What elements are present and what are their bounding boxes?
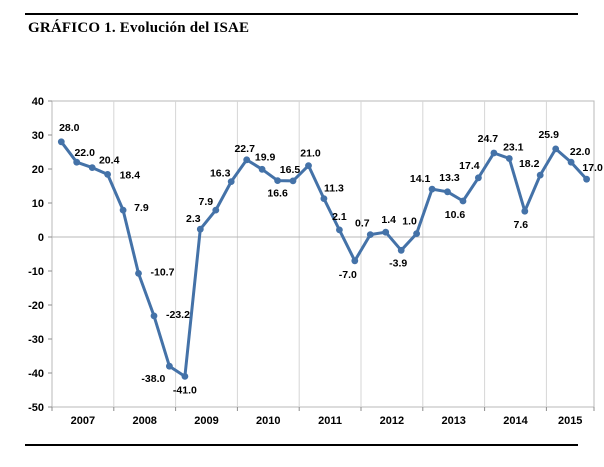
data-point-label: -10.7 <box>151 266 175 278</box>
data-point-label: 21.0 <box>300 148 321 160</box>
data-point-marker <box>490 149 498 157</box>
data-point-label: 18.2 <box>519 158 540 170</box>
y-axis-tick-label: 30 <box>32 130 44 142</box>
x-year-label: 2012 <box>380 415 404 427</box>
data-point-label: 7.9 <box>198 196 213 208</box>
data-point-label: 1.0 <box>402 216 417 228</box>
data-point-label: 13.3 <box>439 172 460 184</box>
data-point-marker <box>181 373 189 380</box>
x-year-label: 2013 <box>441 415 465 427</box>
data-point-marker <box>351 257 359 265</box>
data-point-marker <box>119 206 127 214</box>
data-point-marker <box>459 197 467 205</box>
data-point-marker <box>382 228 390 236</box>
data-point-marker <box>258 165 266 173</box>
data-point-marker <box>57 138 65 146</box>
data-point-label: 11.3 <box>324 183 344 195</box>
data-point-marker <box>413 230 420 238</box>
data-point-label: 0.7 <box>355 218 370 230</box>
y-axis-tick-label: 0 <box>38 232 44 244</box>
x-year-label: 2007 <box>71 415 95 427</box>
data-point-marker <box>135 270 142 277</box>
data-point-marker <box>227 178 235 186</box>
data-point-label: 22.0 <box>570 146 591 158</box>
data-point-label: 10.6 <box>445 209 466 221</box>
data-point-marker <box>397 246 405 254</box>
y-axis-tick-label: 10 <box>32 198 44 210</box>
top-rule <box>25 13 578 15</box>
data-point-label: 7.9 <box>134 202 149 214</box>
bottom-rule <box>25 444 578 446</box>
data-point-label: -3.9 <box>389 257 407 269</box>
data-point-label: -7.0 <box>339 269 357 281</box>
data-point-marker <box>366 231 374 239</box>
data-point-label: -41.0 <box>173 384 197 396</box>
data-point-label: 17.0 <box>582 162 603 174</box>
data-point-label: 22.7 <box>234 143 255 155</box>
data-point-marker <box>274 177 281 185</box>
x-year-label: 2015 <box>558 415 582 427</box>
data-point-label: 14.1 <box>410 173 431 185</box>
data-point-marker <box>552 145 560 153</box>
data-point-marker <box>505 155 513 162</box>
y-axis-tick-label: 20 <box>32 164 44 176</box>
data-point-marker <box>88 164 96 172</box>
x-year-label: 2009 <box>194 415 218 427</box>
data-point-label: 16.6 <box>267 188 288 200</box>
data-point-marker <box>583 175 590 183</box>
data-point-marker <box>243 156 251 164</box>
data-point-label: 18.4 <box>120 169 141 181</box>
data-point-marker <box>196 225 204 233</box>
isae-series-line <box>59 140 589 378</box>
data-point-marker <box>521 207 529 215</box>
data-point-label: 17.4 <box>459 160 480 172</box>
data-point-label: 16.3 <box>210 168 231 180</box>
data-point-label: 16.5 <box>280 164 301 176</box>
data-point-label: 2.3 <box>186 213 201 225</box>
data-point-marker <box>475 174 482 182</box>
y-axis-tick-label: -30 <box>28 334 44 346</box>
data-point-marker <box>150 312 158 320</box>
data-point-marker <box>444 188 451 196</box>
x-year-label: 2010 <box>256 415 280 427</box>
data-point-label: 23.1 <box>503 142 524 154</box>
data-point-marker <box>104 171 111 178</box>
y-axis-tick-label: -10 <box>28 266 44 278</box>
data-point-label: 24.7 <box>478 133 499 145</box>
data-point-marker <box>428 185 436 193</box>
plot-border <box>51 100 595 408</box>
y-axis-tick-label: -40 <box>28 368 44 380</box>
data-point-label: -38.0 <box>141 373 165 385</box>
data-point-label: 28.0 <box>59 122 80 134</box>
data-point-marker <box>166 362 173 370</box>
data-point-label: 7.6 <box>513 219 528 231</box>
data-point-label: 20.4 <box>99 155 120 167</box>
data-point-marker <box>536 171 544 179</box>
data-point-marker <box>336 226 343 234</box>
data-point-marker <box>73 158 81 166</box>
x-year-label: 2014 <box>503 415 528 427</box>
data-point-label: 19.9 <box>255 151 276 163</box>
data-point-marker <box>567 158 575 166</box>
data-point-marker <box>305 162 312 170</box>
data-point-label: 1.4 <box>381 214 396 226</box>
x-year-label: 2011 <box>318 415 342 427</box>
data-point-label: 25.9 <box>538 129 559 141</box>
y-axis-tick-label: -50 <box>28 402 44 414</box>
data-point-label: 2.1 <box>332 211 347 223</box>
data-point-label: -23.2 <box>166 309 190 321</box>
data-point-label: 22.0 <box>74 147 95 159</box>
chart-title: GRÁFICO 1. Evolución del ISAE <box>28 20 250 36</box>
x-year-label: 2008 <box>132 415 156 427</box>
data-point-marker <box>289 177 297 185</box>
data-point-marker <box>212 206 220 214</box>
data-point-marker <box>320 195 328 203</box>
y-axis-tick-label: -20 <box>28 300 44 312</box>
y-axis-tick-label: 40 <box>32 96 44 108</box>
